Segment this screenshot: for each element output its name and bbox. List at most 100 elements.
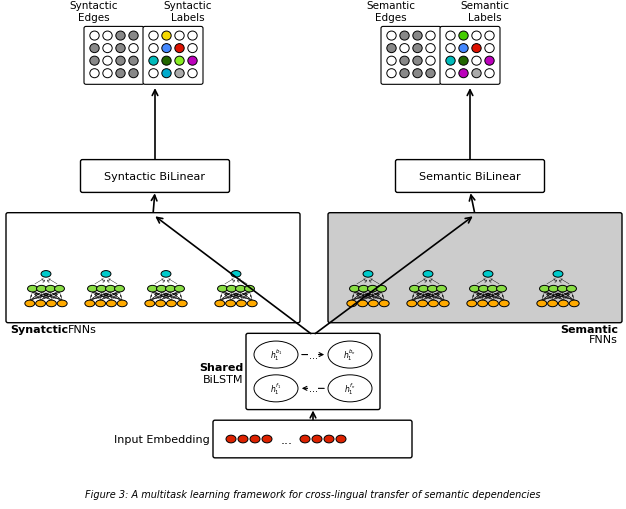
Ellipse shape bbox=[225, 300, 235, 307]
Ellipse shape bbox=[413, 70, 422, 78]
Ellipse shape bbox=[149, 32, 158, 41]
Ellipse shape bbox=[103, 57, 112, 66]
Ellipse shape bbox=[235, 286, 245, 292]
FancyBboxPatch shape bbox=[84, 27, 144, 85]
Ellipse shape bbox=[387, 57, 396, 66]
Text: FNNs: FNNs bbox=[68, 324, 97, 334]
Ellipse shape bbox=[162, 57, 171, 66]
Ellipse shape bbox=[419, 286, 428, 292]
Ellipse shape bbox=[472, 70, 481, 78]
Ellipse shape bbox=[407, 300, 417, 307]
Ellipse shape bbox=[162, 32, 171, 41]
Ellipse shape bbox=[117, 300, 127, 307]
Ellipse shape bbox=[426, 32, 435, 41]
Text: $h_1^{f_1}$: $h_1^{f_1}$ bbox=[270, 381, 282, 397]
Ellipse shape bbox=[175, 44, 184, 53]
Ellipse shape bbox=[387, 44, 396, 53]
Ellipse shape bbox=[90, 70, 99, 78]
Ellipse shape bbox=[106, 286, 115, 292]
Ellipse shape bbox=[459, 44, 468, 53]
Ellipse shape bbox=[472, 57, 481, 66]
Ellipse shape bbox=[218, 286, 227, 292]
FancyBboxPatch shape bbox=[81, 160, 230, 193]
Ellipse shape bbox=[226, 435, 236, 443]
Ellipse shape bbox=[165, 286, 175, 292]
Ellipse shape bbox=[558, 286, 567, 292]
Text: $h_1^{f_n}$: $h_1^{f_n}$ bbox=[344, 381, 356, 397]
Ellipse shape bbox=[387, 32, 396, 41]
Ellipse shape bbox=[237, 300, 247, 307]
Ellipse shape bbox=[553, 271, 563, 277]
Text: $h_1^{b_n}$: $h_1^{b_n}$ bbox=[344, 347, 357, 363]
Ellipse shape bbox=[426, 44, 435, 53]
Ellipse shape bbox=[400, 70, 409, 78]
Text: Semantic
Edges: Semantic Edges bbox=[366, 1, 416, 22]
Ellipse shape bbox=[418, 300, 428, 307]
Ellipse shape bbox=[96, 300, 106, 307]
Ellipse shape bbox=[129, 44, 138, 53]
Ellipse shape bbox=[426, 70, 435, 78]
Ellipse shape bbox=[175, 70, 184, 78]
Text: Shared: Shared bbox=[198, 362, 243, 372]
Ellipse shape bbox=[413, 57, 422, 66]
Ellipse shape bbox=[57, 300, 67, 307]
Ellipse shape bbox=[400, 32, 409, 41]
Ellipse shape bbox=[90, 57, 99, 66]
Ellipse shape bbox=[247, 300, 257, 307]
Ellipse shape bbox=[238, 435, 248, 443]
Ellipse shape bbox=[231, 271, 241, 277]
FancyBboxPatch shape bbox=[328, 213, 622, 323]
Text: FNNs: FNNs bbox=[589, 334, 618, 345]
Ellipse shape bbox=[149, 57, 158, 66]
Ellipse shape bbox=[328, 342, 372, 369]
Ellipse shape bbox=[359, 286, 369, 292]
Ellipse shape bbox=[46, 286, 56, 292]
FancyBboxPatch shape bbox=[396, 160, 545, 193]
FancyBboxPatch shape bbox=[246, 334, 380, 410]
Ellipse shape bbox=[537, 300, 546, 307]
Ellipse shape bbox=[569, 300, 579, 307]
Ellipse shape bbox=[88, 286, 98, 292]
Ellipse shape bbox=[161, 271, 171, 277]
Ellipse shape bbox=[36, 300, 46, 307]
Ellipse shape bbox=[488, 300, 498, 307]
Ellipse shape bbox=[103, 70, 112, 78]
Ellipse shape bbox=[446, 32, 455, 41]
Ellipse shape bbox=[363, 271, 373, 277]
Ellipse shape bbox=[156, 300, 165, 307]
Ellipse shape bbox=[149, 70, 158, 78]
Ellipse shape bbox=[300, 435, 310, 443]
Ellipse shape bbox=[423, 271, 433, 277]
Text: ...: ... bbox=[309, 384, 317, 393]
Ellipse shape bbox=[387, 70, 396, 78]
Ellipse shape bbox=[28, 286, 38, 292]
Text: $h_1^{b_1}$: $h_1^{b_1}$ bbox=[270, 347, 282, 363]
Ellipse shape bbox=[459, 70, 468, 78]
Ellipse shape bbox=[400, 57, 409, 66]
FancyBboxPatch shape bbox=[143, 27, 203, 85]
Ellipse shape bbox=[467, 300, 477, 307]
Ellipse shape bbox=[328, 375, 372, 402]
Ellipse shape bbox=[106, 300, 116, 307]
Ellipse shape bbox=[400, 44, 409, 53]
Ellipse shape bbox=[188, 57, 197, 66]
Ellipse shape bbox=[485, 32, 494, 41]
Ellipse shape bbox=[96, 286, 106, 292]
Ellipse shape bbox=[459, 32, 468, 41]
Ellipse shape bbox=[439, 300, 449, 307]
Ellipse shape bbox=[175, 32, 184, 41]
Ellipse shape bbox=[188, 32, 197, 41]
Ellipse shape bbox=[90, 44, 99, 53]
Ellipse shape bbox=[36, 286, 46, 292]
Ellipse shape bbox=[177, 300, 187, 307]
Ellipse shape bbox=[367, 286, 377, 292]
Text: Semantic: Semantic bbox=[560, 324, 618, 334]
Ellipse shape bbox=[483, 271, 493, 277]
Text: ...: ... bbox=[281, 433, 293, 446]
Ellipse shape bbox=[46, 300, 56, 307]
Text: Semantic
Labels: Semantic Labels bbox=[461, 1, 510, 22]
Text: Synatctic: Synatctic bbox=[10, 324, 68, 334]
Ellipse shape bbox=[175, 286, 185, 292]
Ellipse shape bbox=[428, 286, 438, 292]
Ellipse shape bbox=[262, 435, 272, 443]
